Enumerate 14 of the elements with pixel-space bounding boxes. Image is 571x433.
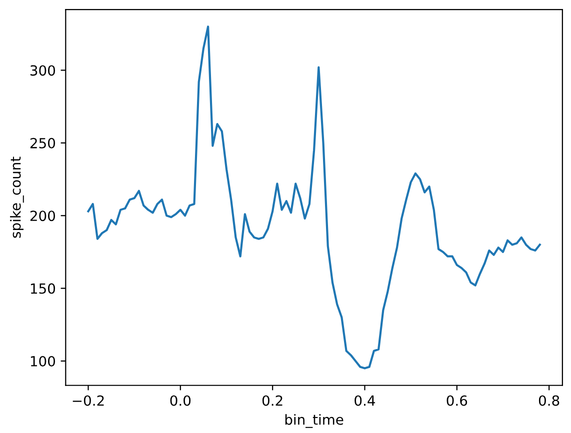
x-tick-label: 0.8 xyxy=(538,395,560,406)
y-tick-label: 250 xyxy=(30,138,56,148)
x-tick-label: 0.4 xyxy=(354,395,376,406)
y-tick-label: 200 xyxy=(30,210,56,222)
y-tick-label: 100 xyxy=(30,356,56,366)
x-tick-label: 0.0 xyxy=(170,395,191,406)
x-tick-label: 0.6 xyxy=(446,395,468,406)
x-axis-title: bin_time xyxy=(285,414,344,428)
y-tick-label: 300 xyxy=(30,65,56,76)
y-axis-title: spike_count xyxy=(10,156,24,238)
line-series xyxy=(87,26,541,370)
y-tick-label: 150 xyxy=(30,283,56,294)
x-tick-label: 0.2 xyxy=(262,395,282,406)
x-tick-label: −0.2 xyxy=(72,395,104,406)
